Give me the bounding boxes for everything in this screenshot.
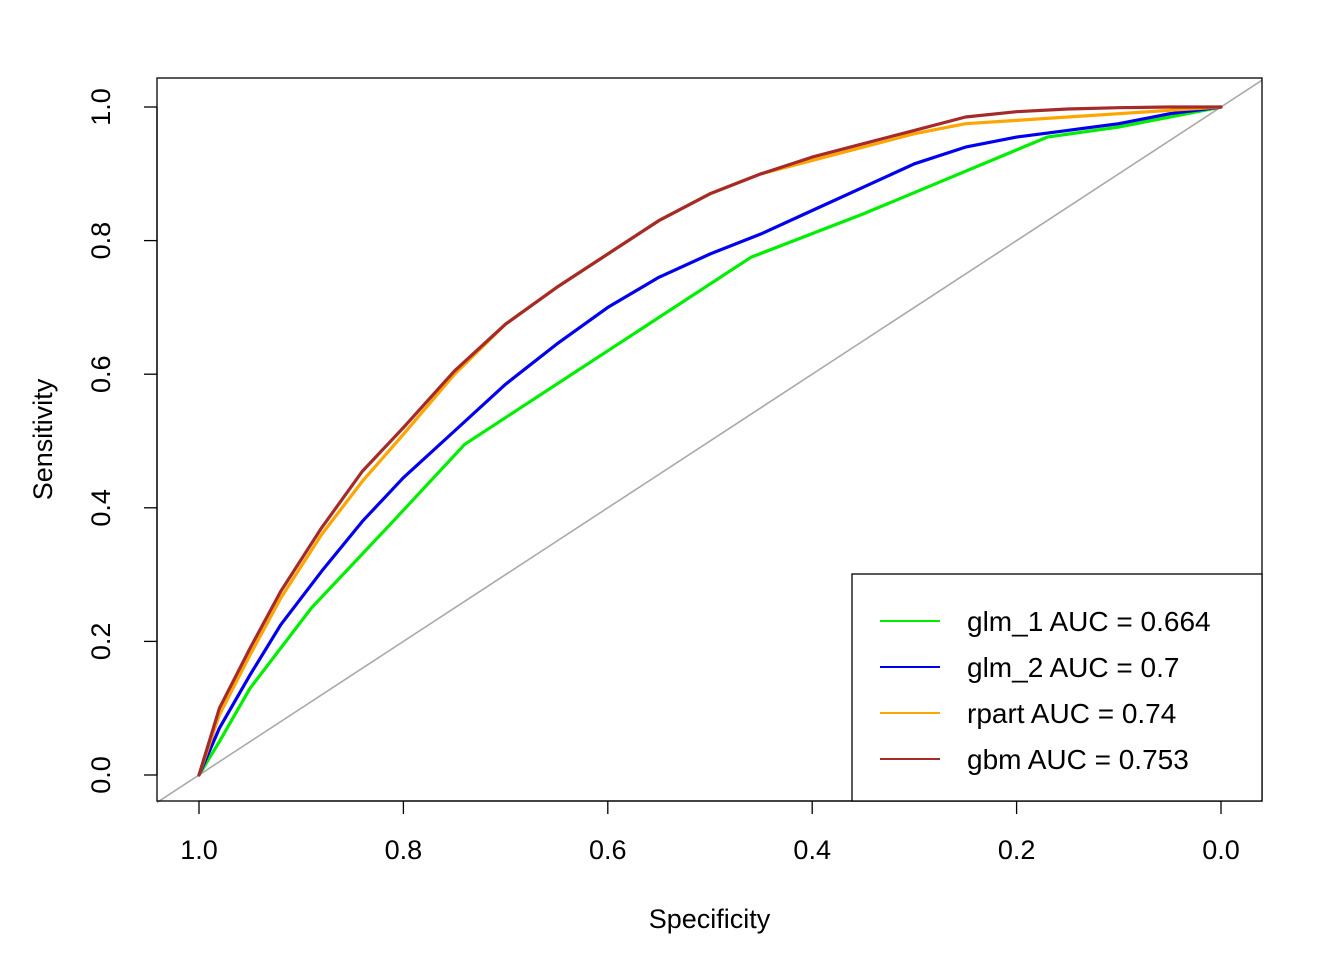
y-tick-label: 0.6 (86, 355, 116, 393)
y-tick-label: 0.2 (86, 623, 116, 661)
x-tick-label: 0.2 (998, 835, 1036, 865)
x-tick-label: 0.6 (589, 835, 627, 865)
legend-label: glm_2 AUC = 0.7 (967, 652, 1179, 683)
x-axis-title: Specificity (649, 904, 771, 934)
y-axis-title: Sensitivity (28, 378, 58, 500)
series-layer (197, 105, 1223, 777)
legend-label: glm_1 AUC = 0.664 (967, 606, 1211, 637)
reference-diagonal-line (156, 79, 1263, 804)
series-line-glm-1 (197, 105, 1223, 777)
y-tick-label: 0.8 (86, 222, 116, 260)
x-tick-label: 1.0 (180, 835, 218, 865)
x-axis: 1.0 0.8 0.6 0.4 0.2 0.0 (180, 800, 1240, 865)
y-tick-label: 0.0 (86, 756, 116, 794)
reference-layer (156, 79, 1263, 804)
legend-label: gbm AUC = 0.753 (967, 744, 1189, 775)
legend-item-gbm: gbm AUC = 0.753 (880, 744, 1189, 775)
y-tick-label: 1.0 (86, 88, 116, 126)
y-axis: 0.0 0.2 0.4 0.6 0.8 1.0 (86, 88, 158, 794)
x-tick-label: 0.0 (1202, 835, 1240, 865)
series-line-gbm (197, 105, 1223, 777)
legend-label: rpart AUC = 0.74 (967, 698, 1176, 729)
legend-item-glm-2: glm_2 AUC = 0.7 (880, 652, 1179, 683)
x-tick-label: 0.4 (793, 835, 831, 865)
legend: glm_1 AUC = 0.664 glm_2 AUC = 0.7 rpart AU… (851, 573, 1263, 802)
legend-box (851, 573, 1263, 802)
series-line-glm-2 (197, 105, 1223, 777)
x-tick-label: 0.8 (385, 835, 423, 865)
y-tick-label: 0.4 (86, 489, 116, 527)
legend-item-glm-1: glm_1 AUC = 0.664 (880, 606, 1211, 637)
legend-item-rpart: rpart AUC = 0.74 (880, 698, 1176, 729)
